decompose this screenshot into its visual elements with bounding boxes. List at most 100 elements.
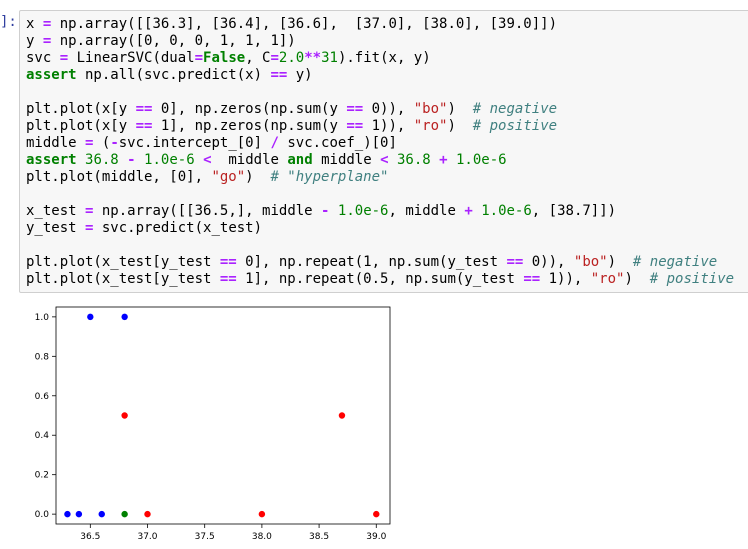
code-token: = — [42, 16, 52, 32]
code-token: "ro" — [413, 118, 448, 134]
code-token: 0)), — [363, 101, 414, 117]
x-tick-label: 38.5 — [309, 532, 329, 542]
code-cell-editor[interactable]: x = np.array([[36.3], [36.4], [36.6], [3… — [19, 10, 748, 293]
code-token: 1], np.repeat(0.5, np.sum(y_test — [236, 271, 524, 287]
data-point — [121, 412, 128, 419]
code-token: "go" — [211, 169, 246, 185]
code-token: 1.0e-6 — [481, 203, 532, 219]
code-line: y = np.array([0, 0, 0, 1, 1, 1]) — [26, 33, 734, 50]
code-token — [389, 152, 397, 168]
code-token — [195, 152, 203, 168]
code-token: < — [203, 152, 212, 168]
code-token: ** — [304, 50, 322, 66]
code-line: assert 36.8 - 1.0e-6 < middle and middle… — [26, 152, 734, 169]
code-token: 1)), — [540, 271, 591, 287]
code-token: 0], np.zeros(np.sum(y — [152, 101, 347, 117]
y-tick-label: 0.8 — [35, 352, 50, 362]
code-token: == — [135, 101, 153, 117]
y-tick-label: 0.2 — [35, 471, 49, 481]
code-token: 36.8 — [85, 152, 119, 168]
code-token: < — [380, 152, 389, 168]
code-token: ( — [93, 135, 111, 151]
code-token: y — [26, 33, 43, 49]
data-point — [258, 510, 266, 518]
code-token: # "hyperplane" — [270, 169, 389, 185]
code-line: x_test = np.array([[36.5,], middle - 1.0… — [26, 203, 734, 220]
code-token: = — [194, 50, 204, 66]
code-token: ) — [447, 118, 473, 134]
code-line: plt.plot(x[y == 1], np.zeros(np.sum(y ==… — [26, 118, 734, 135]
code-line: x = np.array([[36.3], [36.4], [36.6], [3… — [26, 16, 734, 33]
cell-output: 36.5 37.0 37.5 38.0 38.5 39.0 0.0 0.2 0.4 0.6 0.8 1… — [0, 300, 748, 545]
code-token: np.array([[36.3], [36.4], [36.6], [37.0]… — [51, 16, 558, 32]
x-tick-label: 38.0 — [252, 532, 272, 542]
code-line: plt.plot(middle, [0], "go") # "hyperplan… — [26, 169, 734, 186]
code-token: svc.predict(x_test) — [93, 220, 263, 236]
data-point — [373, 510, 380, 518]
code-token: plt.plot(x[y — [26, 101, 136, 117]
code-line: plt.plot(x_test[y_test == 0], np.repeat(… — [26, 254, 734, 271]
code-text: x = np.array([[36.3], [36.4], [36.6], [3… — [26, 16, 734, 288]
code-token: - — [110, 135, 119, 151]
code-line — [26, 237, 734, 254]
code-token: 31 — [321, 50, 338, 66]
code-token: LinearSVC(dual — [68, 50, 195, 66]
code-token: == — [219, 254, 237, 270]
code-token: 1.0e-6 — [144, 152, 195, 168]
code-token: plt.plot(x_test[y_test — [26, 254, 220, 270]
code-token: y_test — [26, 220, 86, 236]
code-token: ) — [607, 254, 633, 270]
code-token: + — [464, 203, 473, 219]
code-line — [26, 84, 734, 101]
code-token: 1.0e-6 — [456, 152, 507, 168]
code-token: np.array([[36.5,], middle — [93, 203, 322, 219]
code-token — [448, 152, 456, 168]
plot-frame — [55, 306, 391, 525]
code-token: 1.0e-6 — [337, 203, 389, 219]
code-token: == — [346, 118, 364, 134]
code-token: # negative — [472, 101, 558, 117]
code-token: ).fit(x, y) — [337, 50, 431, 66]
code-token: np.all(svc.predict(x) — [76, 67, 271, 83]
y-tick-label: 0.4 — [35, 431, 50, 441]
x-tick-label: 37.5 — [195, 532, 215, 542]
code-token: ) — [245, 169, 271, 185]
code-token: 1)), — [363, 118, 414, 134]
code-token: # positive — [472, 118, 558, 134]
code-line: assert np.all(svc.predict(x) == y) — [26, 67, 734, 84]
data-point — [75, 510, 83, 518]
y-tick-label: 1.0 — [35, 313, 50, 323]
code-token: , middle — [388, 203, 465, 219]
data-point — [121, 510, 128, 518]
code-token: svc — [26, 50, 60, 66]
code-token: assert — [26, 67, 77, 83]
code-token — [329, 203, 337, 219]
code-line: y_test = svc.predict(x_test) — [26, 220, 734, 237]
code-token: = — [85, 203, 94, 219]
code-token: == — [346, 101, 364, 117]
y-tick-label: 0.0 — [35, 510, 50, 520]
code-token: assert — [26, 152, 77, 168]
code-token: == — [523, 271, 541, 287]
x-tick-label: 37.0 — [137, 532, 157, 542]
code-token: middle — [312, 152, 381, 168]
code-token: == — [135, 118, 153, 134]
code-token: - — [127, 152, 136, 168]
scatter-plot: 36.5 37.0 37.5 38.0 38.5 39.0 0.0 0.2 0.4 0.6 0.8 1… — [35, 306, 391, 542]
code-token: y) — [287, 67, 313, 83]
code-token: 0)), — [523, 254, 574, 270]
code-line: plt.plot(x[y == 0], np.zeros(np.sum(y ==… — [26, 101, 734, 118]
code-token: = — [85, 220, 94, 236]
code-token: == — [506, 254, 524, 270]
code-token: , [38.7]]) — [531, 203, 617, 219]
code-token: "bo" — [413, 101, 448, 117]
data-point — [121, 313, 128, 321]
data-point — [87, 313, 94, 321]
x-tick-label: 39.0 — [366, 532, 386, 542]
code-token: , C — [245, 50, 271, 66]
code-token: = — [59, 50, 69, 66]
x-tick-label: 36.5 — [80, 532, 100, 542]
code-token: middle — [26, 135, 86, 151]
code-token: - — [321, 203, 330, 219]
y-tick-label: 0.6 — [35, 392, 50, 402]
